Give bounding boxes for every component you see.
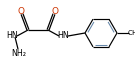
Text: HN: HN	[58, 32, 69, 41]
Text: O: O	[18, 8, 24, 16]
Text: O: O	[51, 8, 58, 16]
Text: NH₂: NH₂	[11, 49, 26, 57]
Text: HN: HN	[7, 32, 18, 41]
Text: CH₃: CH₃	[127, 30, 135, 36]
